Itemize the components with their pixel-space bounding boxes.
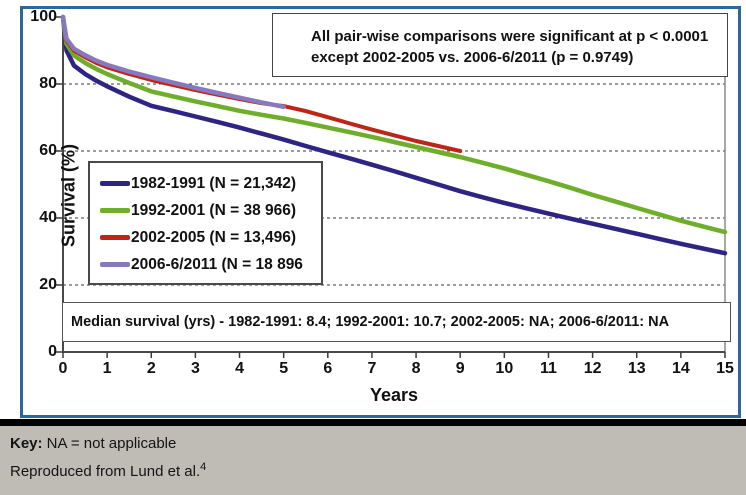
legend-item-1: 1992-2001 (N = 38 966) xyxy=(100,198,315,223)
x-tick-label-10: 10 xyxy=(495,360,514,377)
legend-swatch-1 xyxy=(100,208,130,213)
x-tick-label-1: 1 xyxy=(102,360,112,377)
x-tick-label-15: 15 xyxy=(716,360,734,377)
legend-label-2: 2002-2005 (N = 13,496) xyxy=(131,228,297,246)
y-tick-label-100: 100 xyxy=(30,8,57,25)
median-survival-note: Median survival (yrs) - 1982-1991: 8.4; … xyxy=(62,302,731,342)
legend: 1982-1991 (N = 21,342) 1992-2001 (N = 38 … xyxy=(88,161,323,285)
x-tick-label-2: 2 xyxy=(146,360,156,377)
y-tick-label-80: 80 xyxy=(39,75,57,92)
footer-key-label: Key: xyxy=(10,435,43,452)
legend-item-2: 2002-2005 (N = 13,496) xyxy=(100,225,315,250)
footer-source-line: Reproduced from Lund et al.4 xyxy=(10,461,736,480)
footer: Key: NA = not applicable Reproduced from… xyxy=(0,426,746,495)
footer-source-text: Reproduced from Lund et al. xyxy=(10,463,201,480)
footer-source-superscript: 4 xyxy=(200,461,207,473)
y-tick-label-60: 60 xyxy=(39,142,57,159)
x-tick-label-5: 5 xyxy=(279,360,289,377)
x-tick-label-14: 14 xyxy=(671,360,690,377)
x-tick-label-9: 9 xyxy=(455,360,465,377)
legend-label-1: 1992-2001 (N = 38 966) xyxy=(131,201,297,219)
y-tick-label-40: 40 xyxy=(39,209,57,226)
x-axis-title: Years xyxy=(369,385,419,405)
legend-swatch-0 xyxy=(100,181,130,186)
y-tick-label-0: 0 xyxy=(48,343,57,360)
x-tick-label-11: 11 xyxy=(539,360,557,377)
x-tick-label-8: 8 xyxy=(411,360,421,377)
footer-key-text: NA = not applicable xyxy=(42,435,177,452)
legend-swatch-3 xyxy=(100,262,130,267)
y-axis-title: Survival (%) xyxy=(58,143,79,248)
x-tick-label-4: 4 xyxy=(235,360,244,377)
legend-swatch-2 xyxy=(100,235,130,240)
x-tick-label-3: 3 xyxy=(190,360,200,377)
legend-label-0: 1982-1991 (N = 21,342) xyxy=(131,174,297,192)
series-line-0 xyxy=(60,14,728,256)
divider-bar xyxy=(0,419,746,426)
legend-label-3: 2006-6/2011 (N = 18 896 xyxy=(131,255,303,273)
series-line-1 xyxy=(60,14,728,235)
pvalue-annotation-box: All pair-wise comparisons were significa… xyxy=(272,13,728,77)
plot-svg xyxy=(56,14,728,358)
pvalue-annotation-line2: except 2002-2005 vs. 2006-6/2011 (p = 0.… xyxy=(311,49,634,66)
y-tick-label-20: 20 xyxy=(39,276,57,293)
series-line-3 xyxy=(60,14,286,110)
pvalue-annotation-line1: All pair-wise comparisons were significa… xyxy=(311,28,709,45)
legend-item-3: 2006-6/2011 (N = 18 896 xyxy=(100,252,315,277)
footer-key-line: Key: NA = not applicable xyxy=(10,435,736,452)
median-survival-text: Median survival (yrs) - 1982-1991: 8.4; … xyxy=(71,314,670,330)
x-tick-label-13: 13 xyxy=(627,360,646,377)
x-tick-label-12: 12 xyxy=(583,360,602,377)
x-tick-label-6: 6 xyxy=(323,360,333,377)
x-tick-label-7: 7 xyxy=(367,360,377,377)
x-tick-label-0: 0 xyxy=(58,360,68,377)
legend-item-0: 1982-1991 (N = 21,342) xyxy=(100,171,315,196)
